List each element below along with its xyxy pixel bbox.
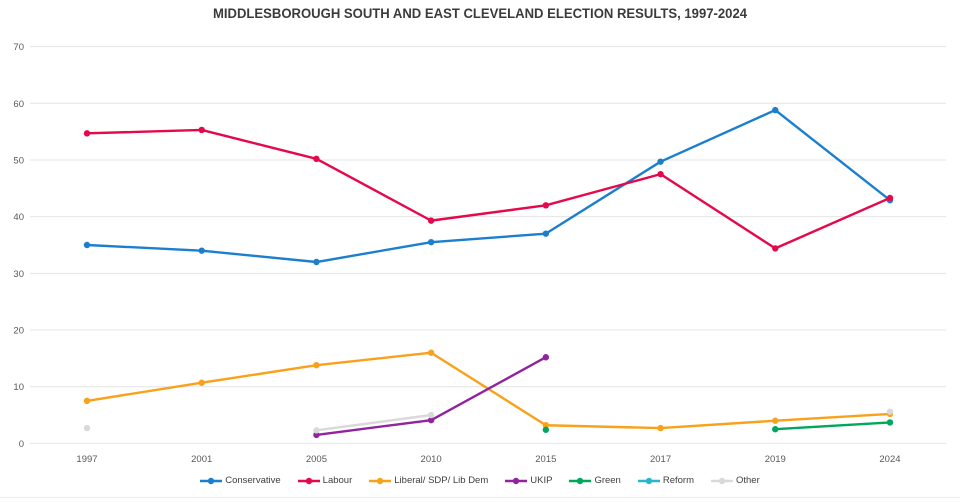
chart-title: MIDDLESBOROUGH SOUTH AND EAST CLEVELAND … xyxy=(212,6,748,21)
x-axis-tick-label: 2019 xyxy=(765,454,786,465)
legend-label: Green xyxy=(594,475,621,486)
legend-label: Reform xyxy=(662,475,694,486)
data-point-other xyxy=(83,424,91,432)
data-point-liberal-sdp-lib-dem xyxy=(198,379,205,386)
data-point-liberal-sdp-lib-dem xyxy=(313,361,320,369)
y-axis-tick-label: 50 xyxy=(13,155,24,166)
legend: Conservative Labour Liberal/ SDP/ Lib Dem U… xyxy=(0,475,960,486)
legend-item-green: Green xyxy=(569,475,621,486)
data-point-conservative xyxy=(657,158,664,165)
legend-item-ukip: UKIP xyxy=(505,475,552,486)
y-axis-tick-label: 0 xyxy=(19,439,24,450)
legend-marker-icon xyxy=(505,477,528,484)
x-axis-tick-label: 2001 xyxy=(191,454,212,465)
legend-label: UKIP xyxy=(530,475,553,486)
y-axis-tick-label: 40 xyxy=(13,212,24,223)
data-point-ukip xyxy=(427,416,435,424)
data-point-liberal-sdp-lib-dem xyxy=(83,397,91,405)
legend-marker-icon xyxy=(711,477,733,484)
legend-label: Conservative xyxy=(225,475,281,486)
y-axis-tick-label: 30 xyxy=(13,269,24,280)
legend-marker-icon xyxy=(637,477,660,484)
legend-item-labour: Labour xyxy=(297,475,353,486)
data-point-conservative xyxy=(198,247,205,254)
data-point-conservative xyxy=(427,238,435,246)
data-point-liberal-sdp-lib-dem xyxy=(772,417,779,424)
bottom-divider xyxy=(0,497,960,498)
data-point-liberal-sdp-lib-dem xyxy=(542,422,550,429)
legend-item-other: Other xyxy=(711,475,760,486)
data-point-liberal-sdp-lib-dem xyxy=(427,349,435,356)
legend-item-liberal-sdp-lib-dem: Liberal/ SDP/ Lib Dem xyxy=(369,475,488,486)
data-point-conservative xyxy=(772,106,779,114)
legend-item-reform: Reform xyxy=(637,475,694,486)
y-axis-tick-label: 10 xyxy=(13,382,24,393)
y-axis-tick-label: 70 xyxy=(13,42,24,53)
legend-marker-icon xyxy=(200,477,223,484)
data-point-ukip xyxy=(313,431,320,439)
legend-item-conservative: Conservative xyxy=(200,475,281,486)
legend-marker-icon xyxy=(369,477,392,484)
legend-label: Other xyxy=(736,475,760,486)
y-axis-tick-label: 60 xyxy=(13,99,24,110)
data-point-labour xyxy=(886,194,894,202)
legend-label: Labour xyxy=(322,475,353,486)
x-axis-tick-label: 2017 xyxy=(650,454,671,465)
series-line-conservative xyxy=(85,108,892,264)
data-point-liberal-sdp-lib-dem xyxy=(657,424,664,432)
legend-label: Liberal/ SDP/ Lib Dem xyxy=(394,475,489,486)
series-line-green xyxy=(774,421,892,431)
series-line-liberal-sdp-lib-dem xyxy=(85,351,892,430)
data-point-other xyxy=(313,427,320,434)
series-line-other xyxy=(315,413,433,432)
data-point-labour xyxy=(427,217,435,224)
x-axis-tick-label: 2024 xyxy=(879,454,900,465)
data-point-labour xyxy=(313,155,320,163)
data-point-labour xyxy=(83,130,91,137)
x-axis-tick-label: 1997 xyxy=(76,454,97,465)
series-line-labour xyxy=(85,128,892,250)
data-point-labour xyxy=(772,245,779,252)
data-point-ukip xyxy=(542,354,550,361)
data-point-green xyxy=(772,426,779,433)
data-point-labour xyxy=(542,202,550,209)
legend-marker-icon xyxy=(569,477,592,484)
data-point-labour xyxy=(198,126,205,134)
data-point-green xyxy=(886,419,894,426)
data-point-conservative xyxy=(313,258,320,266)
data-point-other xyxy=(427,411,435,419)
x-axis-tick-label: 2015 xyxy=(535,454,556,465)
y-axis-tick-label: 20 xyxy=(13,326,24,337)
data-point-conservative xyxy=(83,241,91,249)
data-point-conservative xyxy=(542,230,550,237)
data-point-green xyxy=(542,426,550,433)
legend-marker-icon xyxy=(297,477,320,484)
x-axis-tick-label: 2005 xyxy=(306,454,327,465)
data-point-other xyxy=(886,408,894,415)
x-axis-tick-label: 2010 xyxy=(421,454,442,465)
data-point-labour xyxy=(657,170,664,178)
